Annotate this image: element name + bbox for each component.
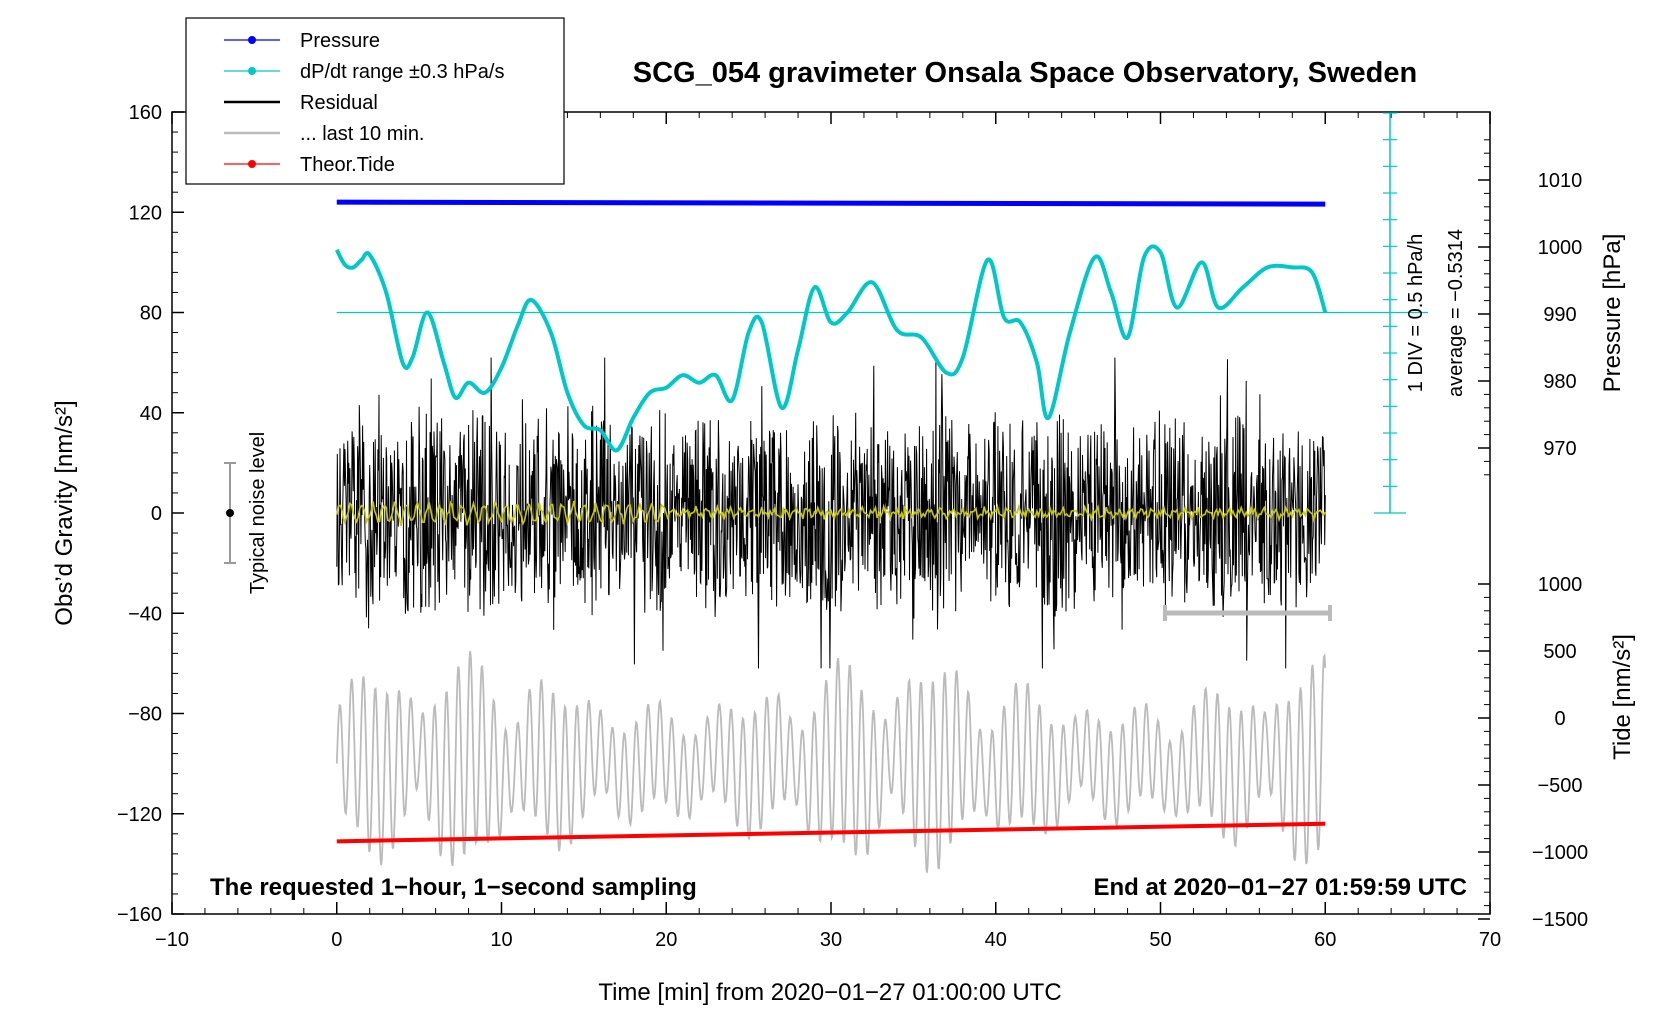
tide-tick-label: 1000	[1538, 574, 1583, 596]
legend-marker	[248, 36, 256, 44]
last-10-min-bracket	[1163, 605, 1332, 621]
series-dpdt	[334, 244, 1328, 453]
legend-label: ... last 10 min.	[300, 123, 425, 145]
tide-tick-label: −1000	[1532, 842, 1588, 864]
pressure-tick-label: 980	[1543, 371, 1576, 393]
series-residual-smoothed	[336, 500, 1326, 527]
x-axis-label: Time [min] from 2020−01−27 01:00:00 UTC	[598, 979, 1061, 1006]
pressure-axis-ticks: 1010 1000 990 980 970	[1478, 139, 1583, 476]
x-tick-label: 20	[655, 929, 677, 951]
legend-label: dP/dt range ±0.3 hPa/s	[300, 61, 504, 83]
x-tick-label: 50	[1149, 929, 1171, 951]
pressure-axis-label: Pressure [hPa]	[1599, 234, 1626, 393]
pressure-tick-label: 1010	[1538, 170, 1583, 192]
y-tick-label: 160	[129, 102, 162, 124]
legend-marker	[248, 67, 256, 75]
average-label: average = −0.5314	[1445, 229, 1467, 397]
legend-marker	[248, 160, 256, 168]
x-tick-label: −10	[155, 929, 189, 951]
x-tick-label: 10	[490, 929, 512, 951]
x-axis-ticks: −10 0 10 20 30 40 50 60 70	[155, 112, 1501, 951]
series-pressure	[336, 199, 1326, 207]
tide-tick-label: −500	[1537, 775, 1582, 797]
y-tick-label: −120	[117, 804, 162, 826]
tide-axis-label: Tide [nm/s²]	[1609, 634, 1636, 760]
dpdt-div-scale	[1374, 112, 1406, 514]
x-tick-label: 0	[331, 929, 342, 951]
y-tick-label: 120	[129, 202, 162, 224]
legend: Pressure dP/dt range ±0.3 hPa/s Residual..…	[185, 17, 565, 185]
x-tick-label: 30	[820, 929, 842, 951]
y-tick-label: 40	[140, 403, 162, 425]
sampling-note: The requested 1−hour, 1−second sampling	[210, 874, 697, 901]
pressure-tick-label: 970	[1543, 438, 1576, 460]
tide-axis-ticks: 1000 500 0 −500 −1000 −1500	[1478, 574, 1588, 931]
x-tick-label: 40	[985, 929, 1007, 951]
pressure-tick-label: 990	[1543, 304, 1576, 326]
series-last-10-min	[335, 651, 1327, 873]
y-tick-label: −160	[117, 904, 162, 926]
noise-level-marker	[224, 462, 236, 564]
y-left-axis-ticks: 160 120 80 40 0 −40 −80 −120 −160	[117, 102, 184, 926]
y-tick-label: −40	[128, 603, 162, 625]
x-tick-label: 70	[1479, 929, 1501, 951]
tide-tick-label: 500	[1543, 641, 1576, 663]
chart-title: SCG_054 gravimeter Onsala Space Observat…	[633, 57, 1417, 89]
div-label: 1 DIV = 0.5 hPa/h	[1405, 234, 1427, 392]
y-left-axis-label: Obs’d Gravity [nm/s²]	[51, 400, 78, 625]
series-theor-tide	[336, 821, 1326, 844]
end-time-note: End at 2020−01−27 01:59:59 UTC	[1093, 874, 1467, 901]
y-tick-label: 0	[151, 503, 162, 525]
noise-label: Typical noise level	[247, 432, 269, 594]
y-tick-label: 80	[140, 303, 162, 325]
tide-tick-label: 0	[1554, 708, 1565, 730]
tide-tick-label: −1500	[1532, 909, 1588, 931]
legend-label: Pressure	[300, 30, 380, 52]
legend-label: Residual	[300, 92, 378, 114]
pressure-tick-label: 1000	[1538, 237, 1583, 259]
y-tick-label: −80	[128, 704, 162, 726]
legend-label: Theor.Tide	[300, 154, 395, 176]
x-tick-label: 60	[1314, 929, 1336, 951]
